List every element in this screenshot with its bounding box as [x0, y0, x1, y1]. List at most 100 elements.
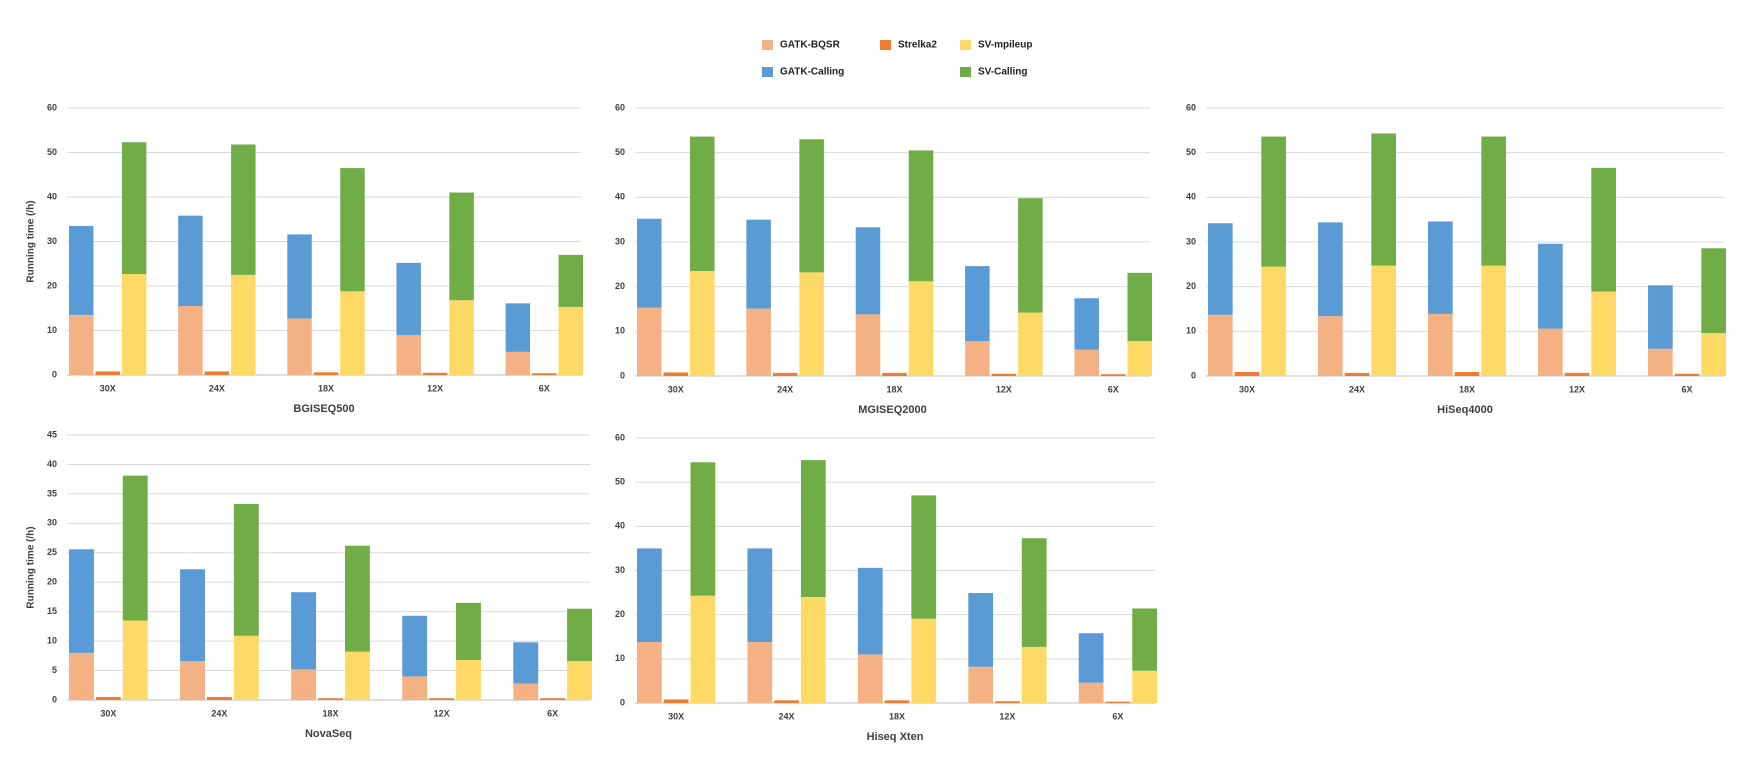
bar-segment — [422, 372, 448, 375]
y-tick-label: 10 — [47, 635, 57, 645]
bar-segment — [747, 548, 773, 643]
y-tick-label: 0 — [1191, 370, 1196, 380]
x-tick-label: 18X — [318, 383, 334, 393]
bar-segment — [540, 698, 566, 700]
bar-segment — [1078, 633, 1104, 683]
y-tick-label: 20 — [615, 609, 625, 619]
x-tick-label: 6X — [547, 708, 558, 718]
bar-segment — [637, 218, 662, 308]
y-tick-label: 10 — [615, 653, 625, 663]
x-tick-label: 18X — [1459, 384, 1475, 394]
bar-segment — [505, 351, 531, 375]
bar-segment — [532, 373, 557, 375]
x-tick-label: 12X — [1569, 384, 1585, 394]
y-tick-label: 30 — [47, 236, 57, 246]
bar-segment — [1454, 371, 1480, 376]
bar-segment — [1428, 221, 1453, 314]
y-tick-label: 40 — [615, 521, 625, 531]
bar-segment — [1674, 373, 1700, 376]
bar-segment — [746, 308, 771, 376]
bar-segment — [287, 234, 312, 319]
bar-segment — [1481, 136, 1506, 266]
x-tick-label: 30X — [1239, 384, 1255, 394]
x-tick-label: 12X — [999, 711, 1015, 721]
y-axis-label: Running time (/h) — [26, 200, 37, 282]
bar-segment — [1018, 198, 1043, 313]
bar-segment — [991, 373, 1017, 376]
bar-segment — [231, 274, 256, 375]
bar-segment — [1078, 682, 1104, 703]
bar-segment — [884, 700, 910, 703]
y-tick-label: 25 — [47, 547, 57, 557]
y-tick-label: 5 — [52, 665, 57, 675]
bar-segment — [690, 136, 715, 272]
y-tick-label: 40 — [615, 192, 625, 202]
y-tick-label: 0 — [620, 370, 625, 380]
x-tick-label: 24X — [777, 384, 793, 394]
bar-segment — [911, 618, 937, 703]
bar-segment — [449, 192, 474, 301]
bar-segment — [908, 150, 934, 282]
bar-segment — [637, 642, 662, 703]
bar-segment — [965, 266, 990, 342]
bar-segment — [505, 303, 531, 352]
bar-segment — [558, 306, 583, 375]
bar-segment — [402, 676, 428, 700]
x-tick-label: 6X — [1108, 384, 1119, 394]
legend-label: SV-mpileup — [978, 40, 1032, 51]
bar-segment — [995, 701, 1020, 703]
legend-swatch — [960, 40, 971, 50]
bar-segment — [456, 602, 481, 660]
bar-segment — [180, 661, 205, 700]
bar-segment — [1100, 374, 1126, 376]
bar-segment — [800, 597, 826, 703]
y-tick-label: 15 — [47, 606, 57, 616]
y-tick-label: 20 — [1186, 281, 1196, 291]
bar-segment — [291, 669, 317, 700]
y-tick-label: 0 — [620, 697, 625, 707]
legend-label: GATK-Calling — [780, 67, 844, 78]
y-tick-label: 0 — [52, 369, 57, 379]
bar-segment — [1105, 701, 1131, 703]
bar-segment — [1018, 312, 1043, 376]
bar-segment — [774, 700, 799, 703]
bar-segment — [402, 615, 428, 677]
y-tick-label: 40 — [47, 459, 57, 469]
bar-segment — [121, 142, 147, 274]
legend-label: GATK-BQSR — [780, 40, 841, 51]
bar-segment — [747, 642, 773, 703]
bar-segment — [1132, 670, 1157, 703]
bar-segment — [1132, 608, 1157, 671]
x-tick-label: 12X — [427, 383, 443, 393]
bar-segment — [1127, 341, 1152, 376]
bar-segment — [1648, 285, 1673, 349]
bar-segment — [291, 592, 317, 670]
legend-label: SV-Calling — [978, 67, 1027, 78]
y-tick-label: 40 — [1186, 192, 1196, 202]
bar-segment — [637, 307, 662, 376]
bar-segment — [558, 254, 583, 307]
x-tick-label: 30X — [100, 708, 116, 718]
bar-segment — [800, 460, 826, 597]
x-tick-label: 6X — [1112, 711, 1123, 721]
y-tick-label: 30 — [47, 518, 57, 528]
bar-segment — [690, 595, 716, 703]
axis-title: MGISEQ2000 — [858, 404, 926, 416]
x-tick-label: 24X — [211, 708, 227, 718]
bar-segment — [1591, 291, 1616, 376]
bar-segment — [1021, 646, 1047, 703]
bar-segment — [1481, 265, 1506, 376]
bar-segment — [178, 215, 203, 307]
bar-segment — [1371, 265, 1396, 376]
bar-segment — [340, 291, 365, 375]
bar-segment — [1318, 316, 1343, 376]
bar-segment — [204, 371, 230, 375]
bar-segment — [69, 314, 94, 375]
y-tick-label: 50 — [47, 147, 57, 157]
bar-segment — [799, 139, 824, 273]
bar-segment — [908, 281, 934, 376]
bar-segment — [1234, 371, 1260, 376]
y-tick-label: 30 — [615, 565, 625, 575]
bar-segment — [233, 503, 259, 636]
